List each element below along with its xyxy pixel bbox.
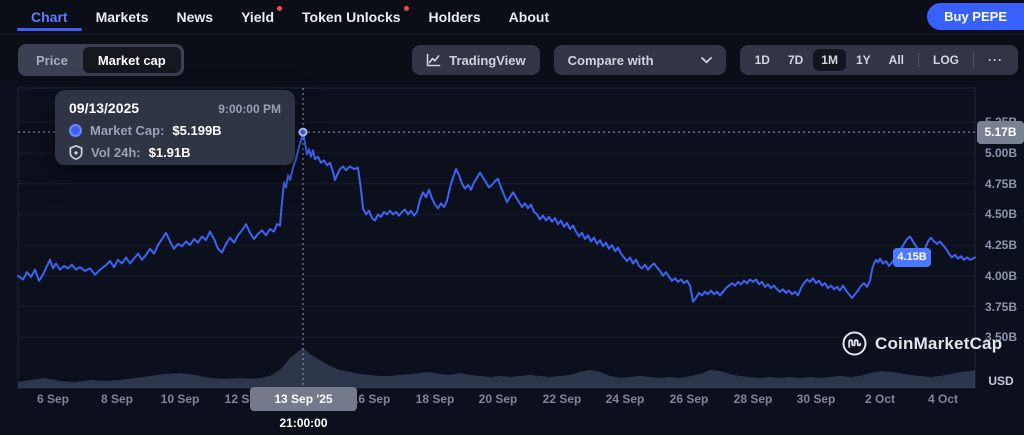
latest-value-badge: 4.15B <box>893 247 931 267</box>
tradingview-label: TradingView <box>449 52 526 68</box>
coinmarketcap-watermark: CoinMarketCap <box>842 331 1002 356</box>
tab-token-unlocks[interactable]: Token Unlocks <box>302 6 409 25</box>
market-cap-series-icon <box>69 124 82 137</box>
tab-news[interactable]: News <box>176 9 214 25</box>
y-tick-label: 4.75B <box>984 176 1018 191</box>
tradingview-chart-icon <box>426 53 441 67</box>
tooltip-header: 09/13/2025 9:00:00 PM <box>69 100 281 116</box>
y-tick-label: 5.00B <box>984 146 1018 160</box>
toolbar-right-group: TradingView Compare with 1D 7D 1M 1Y All LOG ·… <box>412 45 1018 75</box>
x-tick-label: 18 Sep <box>415 392 455 406</box>
chart-canvas[interactable] <box>0 85 1024 434</box>
y-tick-label: 3.75B <box>984 299 1018 314</box>
x-tick-label: 22 Sep <box>542 392 582 406</box>
chevron-down-icon <box>700 56 712 64</box>
compare-with-label: Compare with <box>567 52 654 68</box>
watermark-text: CoinMarketCap <box>875 333 1003 353</box>
tooltip-date: 09/13/2025 <box>69 100 140 116</box>
x-tick-label: 30 Sep <box>796 392 836 406</box>
tooltip-volume-row: Vol 24h: $1.91B <box>69 145 281 160</box>
chart-toolbar: Price Market cap TradingView Compare wit… <box>0 35 1024 85</box>
tab-chart[interactable]: Chart <box>17 9 81 31</box>
tab-holders[interactable]: Holders <box>428 9 481 25</box>
x-tick-label: 8 Sep <box>100 392 134 406</box>
shield-icon <box>69 145 83 160</box>
x-tick-label: 28 Sep <box>733 392 773 406</box>
y-tick-label: 3.50B <box>984 330 1018 345</box>
tab-yield[interactable]: Yield <box>241 6 282 25</box>
chart-tooltip: 09/13/2025 9:00:00 PM Market Cap: $5.199… <box>55 90 295 165</box>
x-tick-label: 20 Sep <box>478 392 518 406</box>
range-all[interactable]: All <box>888 53 904 67</box>
y-tick-label: 4.00B <box>984 268 1018 283</box>
x-tick-label: 10 Sep <box>160 392 200 406</box>
market-cap-chart[interactable]: 09/13/2025 9:00:00 PM Market Cap: $5.199… <box>0 85 1024 434</box>
vol-24h-value: $1.91B <box>148 145 191 160</box>
x-tick-label: 4 Oct <box>927 392 959 406</box>
range-1d[interactable]: 1D <box>754 53 770 67</box>
nav-tabs: Chart Markets News Yield Token Unlocks Holder… <box>17 6 550 31</box>
metric-toggle: Price Market cap <box>18 44 184 76</box>
x-tick-label: 16 Sep <box>351 392 391 406</box>
crosshair-marker <box>298 127 308 137</box>
notification-dot <box>403 6 409 11</box>
tooltip-time: 9:00:00 PM <box>218 102 281 116</box>
market-cap-label: Market Cap: <box>90 123 165 138</box>
crosshair-date-badge: 13 Sep '25 21:00:00 <box>250 387 357 430</box>
range-1y[interactable]: 1Y <box>855 53 871 67</box>
tradingview-button[interactable]: TradingView <box>412 45 540 75</box>
range-7d[interactable]: 7D <box>787 53 804 67</box>
vol-24h-label: Vol 24h: <box>91 145 141 160</box>
x-tick-label: 24 Sep <box>605 392 645 406</box>
tooltip-market-cap-row: Market Cap: $5.199B <box>69 123 281 138</box>
notification-dot <box>277 6 282 11</box>
axis-unit-label: USD <box>988 374 1014 388</box>
market-cap-value: $5.199B <box>172 123 222 138</box>
range-1m[interactable]: 1M <box>813 49 846 71</box>
compare-with-dropdown[interactable]: Compare with <box>553 45 726 75</box>
coinmarketcap-logo-icon <box>842 331 867 356</box>
metric-option-market-cap[interactable]: Market cap <box>82 47 181 73</box>
more-options-button[interactable]: ··· <box>988 53 1003 67</box>
range-separator <box>973 53 974 67</box>
range-selector: 1D 7D 1M 1Y All LOG ··· <box>739 45 1018 75</box>
tab-about[interactable]: About <box>508 9 550 25</box>
tab-markets[interactable]: Markets <box>95 9 149 25</box>
log-scale-toggle[interactable]: LOG <box>933 53 959 67</box>
x-tick-label: 2 Oct <box>864 392 896 406</box>
y-tick-label: 4.50B <box>984 207 1018 222</box>
x-tick-label: 6 Sep <box>36 392 70 406</box>
range-separator <box>918 53 919 67</box>
x-tick-label: 26 Sep <box>669 392 709 406</box>
metric-option-price[interactable]: Price <box>36 52 68 68</box>
y-tick-label: 4.25B <box>984 238 1018 253</box>
crosshair-value-badge: 5.17B <box>977 120 1024 144</box>
buy-pepe-button[interactable]: Buy PEPE <box>927 3 1024 30</box>
coin-nav: Chart Markets News Yield Token Unlocks Holder… <box>0 0 1024 35</box>
